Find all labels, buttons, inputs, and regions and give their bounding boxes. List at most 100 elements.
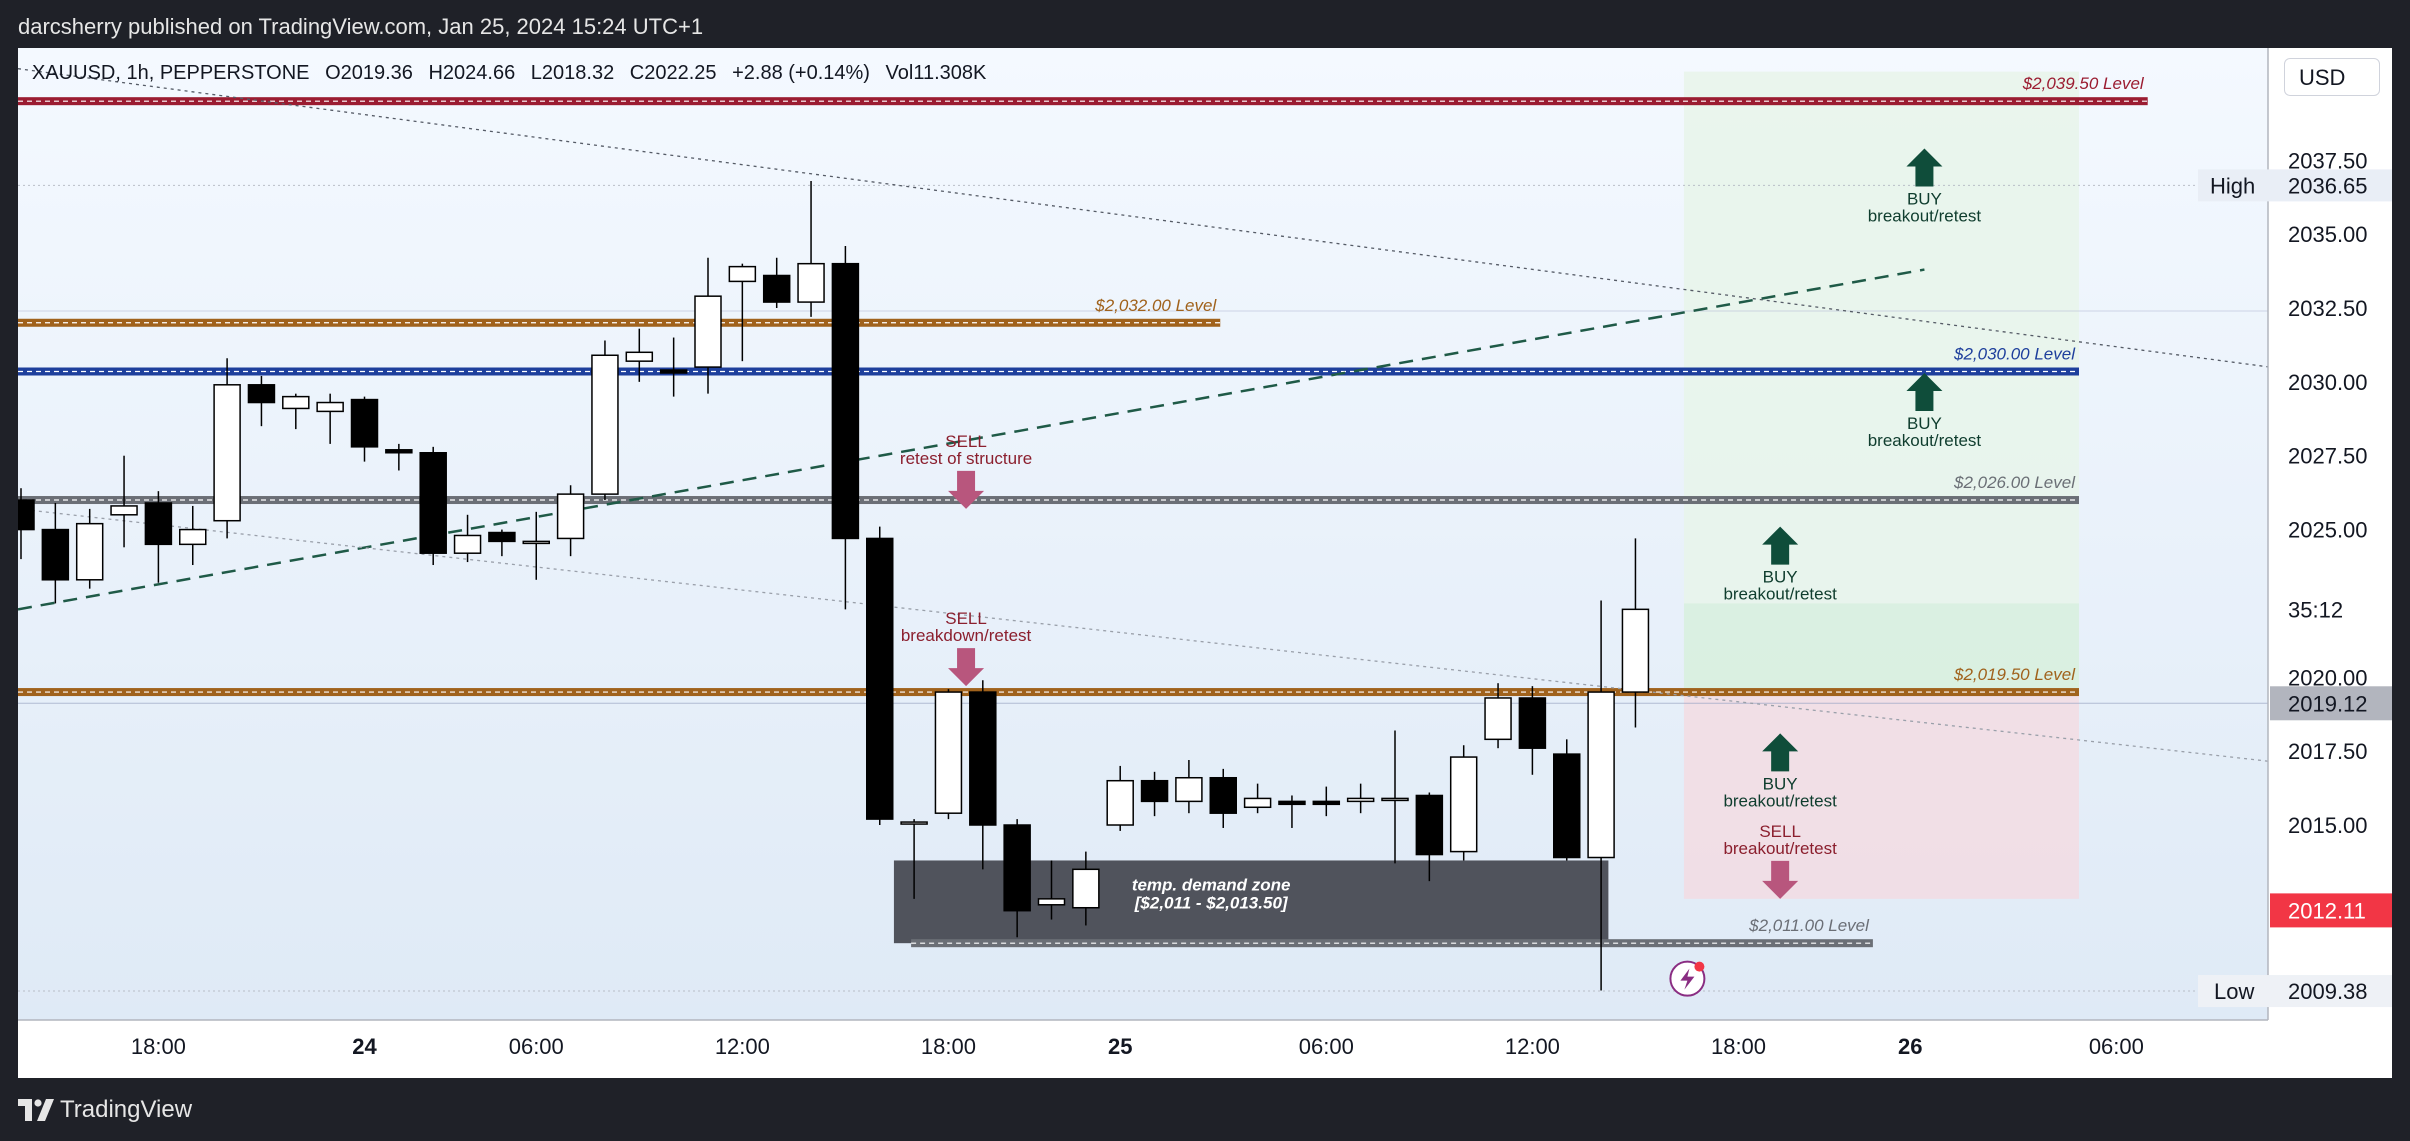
demand-zone-range: [$2,011 - $2,013.50] bbox=[1134, 893, 1289, 912]
level-line: $2,011.00 Level bbox=[911, 916, 1873, 948]
candle-down bbox=[144, 502, 173, 546]
price-tick-label: 2017.50 bbox=[2288, 739, 2368, 764]
candle bbox=[1553, 739, 1581, 861]
time-tick-label: 18:00 bbox=[1711, 1034, 1766, 1059]
legend-low: L2018.32 bbox=[530, 62, 615, 84]
time-scale-bg bbox=[18, 1020, 2268, 1078]
candle-down bbox=[350, 398, 379, 448]
level-line: $2,019.50 Level bbox=[18, 665, 2079, 697]
candle-down bbox=[866, 537, 894, 820]
signal-subtitle: breakout/retest bbox=[1723, 839, 1837, 858]
level-label: $2,011.00 Level bbox=[1748, 916, 1870, 935]
candlestick-chart[interactable]: temp. demand zone[$2,011 - $2,013.50] $2,… bbox=[18, 48, 2392, 1078]
candle-up bbox=[1484, 697, 1512, 741]
candle bbox=[282, 393, 310, 430]
legend-open: O2019.36 bbox=[325, 62, 413, 84]
candle bbox=[247, 375, 276, 427]
high-tag-label: High bbox=[2210, 173, 2255, 198]
demand-zone-title: temp. demand zone bbox=[1132, 875, 1291, 894]
candle bbox=[1381, 730, 1409, 864]
time-tick-label: 06:00 bbox=[1299, 1034, 1354, 1059]
candle-up bbox=[625, 351, 654, 362]
price-tick-label: 2032.50 bbox=[2288, 296, 2368, 321]
candle-up bbox=[934, 691, 963, 814]
time-tick-label: 06:00 bbox=[509, 1034, 564, 1059]
candle-up bbox=[1106, 779, 1134, 826]
time-tick-label: 24 bbox=[352, 1034, 377, 1059]
candle-down bbox=[1278, 800, 1306, 806]
candle bbox=[385, 443, 413, 471]
currency-button[interactable]: USD bbox=[2284, 58, 2380, 96]
time-tick-label: 12:00 bbox=[1505, 1034, 1560, 1059]
candle-up bbox=[1621, 608, 1650, 693]
prev-close-label: 2019.12 bbox=[2288, 691, 2368, 716]
zone-sell bbox=[1683, 692, 2079, 899]
current-price-bg bbox=[2270, 893, 2392, 928]
price-tick-label: 2015.00 bbox=[2288, 813, 2368, 838]
signal-title: BUY bbox=[1763, 774, 1798, 793]
prev-close-bg bbox=[2270, 686, 2392, 721]
price-scale-bg bbox=[2268, 48, 2392, 1020]
candle bbox=[556, 485, 585, 557]
candle-up bbox=[556, 493, 585, 540]
candle-down bbox=[385, 449, 413, 454]
candle bbox=[900, 819, 928, 899]
prev-close-tag: 2019.12 bbox=[2270, 686, 2392, 721]
legend-symbol[interactable]: XAUUSD, 1h, PEPPERSTONE bbox=[32, 62, 310, 84]
candle bbox=[1415, 792, 1444, 882]
candle bbox=[797, 180, 825, 317]
candle bbox=[1037, 860, 1066, 920]
candle-up bbox=[1243, 797, 1272, 809]
candle bbox=[1209, 768, 1237, 828]
candle bbox=[144, 491, 173, 583]
countdown-bg bbox=[2270, 592, 2360, 627]
candle bbox=[934, 689, 963, 820]
candle-up bbox=[1346, 797, 1375, 803]
candle-up bbox=[1587, 691, 1615, 859]
candle-down bbox=[41, 528, 70, 581]
candle bbox=[522, 511, 550, 580]
low-tag-label: Low bbox=[2214, 979, 2254, 1004]
candle-up bbox=[797, 262, 825, 303]
candle bbox=[453, 514, 482, 563]
zone-buy_tp bbox=[1683, 603, 2079, 693]
ohlc-legend: XAUUSD, 1h, PEPPERSTONE O2019.36 H2024.6… bbox=[32, 62, 996, 85]
candle-down bbox=[831, 262, 860, 540]
candle-up bbox=[1037, 898, 1066, 906]
level-label: $2,039.50 Level bbox=[2022, 74, 2145, 93]
candle-up bbox=[179, 528, 207, 546]
candle bbox=[1312, 786, 1341, 817]
signal-subtitle: breakout/retest bbox=[1868, 431, 1982, 450]
candle bbox=[1587, 600, 1615, 991]
level-line: $2,030.00 Level bbox=[18, 345, 2079, 376]
candle bbox=[728, 263, 757, 362]
trendline-dashed bbox=[18, 268, 1925, 611]
buy-arrow-icon bbox=[1906, 148, 1943, 187]
candle bbox=[75, 508, 104, 589]
chart-area[interactable]: temp. demand zone [$2,011 - $2,013.50] $2,… bbox=[18, 48, 2392, 1078]
price-scale: 2015.00 2017.50 2020.00 2025.00 2027.50 2030.… bbox=[2267, 48, 2392, 1078]
signal-title: SELL bbox=[945, 609, 987, 628]
price-tick-label: 2035.00 bbox=[2288, 222, 2368, 247]
level-label: $2,030.00 Level bbox=[1953, 345, 2076, 364]
candle-up bbox=[900, 821, 928, 825]
buy-arrow-icon bbox=[1906, 372, 1943, 411]
price-tick-label: 2025.00 bbox=[2288, 518, 2368, 543]
candle-up bbox=[728, 265, 757, 283]
candle bbox=[866, 526, 894, 826]
candle bbox=[1278, 795, 1306, 828]
candle bbox=[1140, 771, 1169, 817]
alert-dot bbox=[1694, 961, 1705, 972]
candle bbox=[1449, 745, 1478, 861]
candle bbox=[18, 488, 35, 560]
level-band bbox=[18, 318, 1221, 327]
time-tick-label: 26 bbox=[1898, 1034, 1922, 1059]
tradingview-logo[interactable]: TradingView bbox=[18, 1096, 192, 1124]
level-label: $2,032.00 Level bbox=[1094, 296, 1217, 315]
candle-up bbox=[110, 505, 138, 516]
signal-title: BUY bbox=[1907, 414, 1942, 433]
candle-down bbox=[1209, 776, 1237, 814]
